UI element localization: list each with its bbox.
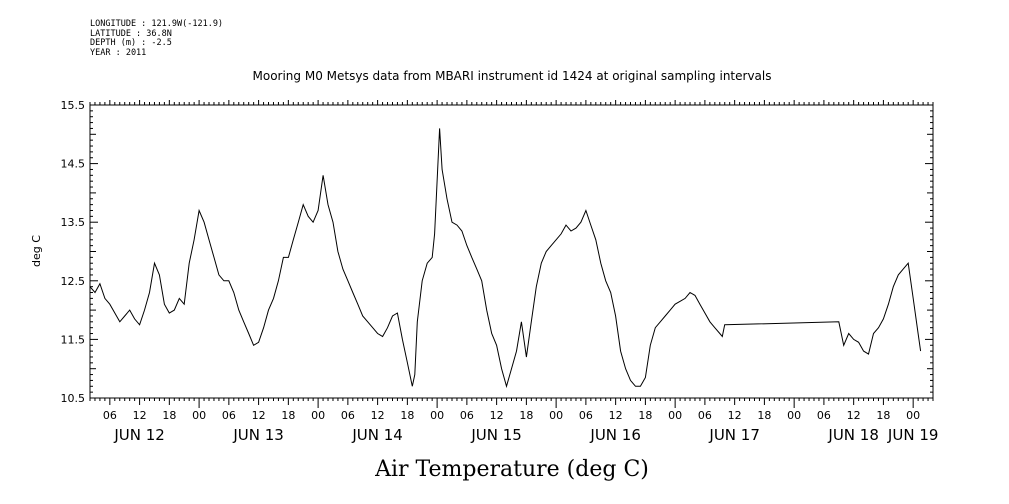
chart-title: Mooring M0 Metsys data from MBARI instru… [253, 69, 772, 83]
y-tick-label: 15.5 [61, 99, 86, 112]
longitude-text: LONGITUDE : 121.9W(-121.9) [90, 19, 224, 29]
y-tick-label: 13.5 [61, 216, 86, 229]
x-hour-label: 18 [757, 409, 771, 422]
x-hour-label: 18 [638, 409, 652, 422]
x-hour-label: 06 [222, 409, 236, 422]
x-hour-label: 12 [490, 409, 504, 422]
x-axis-label: Air Temperature (deg C) [374, 457, 649, 482]
x-hour-label: 00 [311, 409, 325, 422]
x-day-label: JUN 15 [470, 426, 521, 444]
x-hour-label: 06 [579, 409, 593, 422]
x-day-label: JUN 19 [887, 426, 938, 444]
x-day-label: JUN 12 [113, 426, 164, 444]
x-hour-label: 12 [609, 409, 623, 422]
x-hour-label: 18 [519, 409, 533, 422]
latitude-text: LATITUDE : 36.8N [90, 28, 172, 39]
x-hour-label: 00 [549, 409, 563, 422]
y-tick-label: 11.5 [61, 333, 86, 346]
x-hour-label: 00 [787, 409, 801, 422]
x-hour-label: 00 [906, 409, 920, 422]
plot-frame [89, 104, 934, 399]
x-day-label: JUN 17 [708, 426, 759, 444]
x-day-label: JUN 16 [589, 426, 640, 444]
x-hour-label: 00 [192, 409, 206, 422]
x-hour-label: 06 [698, 409, 712, 422]
x-hour-label: 06 [103, 409, 117, 422]
depth-text: DEPTH (m) : -2.5 [90, 38, 172, 48]
x-hour-label: 06 [341, 409, 355, 422]
y-tick-label: 10.5 [61, 392, 86, 405]
x-hour-label: 12 [728, 409, 742, 422]
air-temperature-series-line [89, 128, 922, 389]
x-hour-label: 06 [460, 409, 474, 422]
y-axis-ticks: 10.5 11.5 12.5 13.5 14.5 15.5 [61, 99, 933, 405]
x-hour-label: 18 [876, 409, 890, 422]
x-hour-label: 12 [371, 409, 385, 422]
metadata-block: LONGITUDE : 121.9W(-121.9) LATITUDE : 36… [90, 19, 224, 58]
x-hour-label: 06 [817, 409, 831, 422]
x-day-label: JUN 13 [232, 426, 283, 444]
x-day-label: JUN 14 [351, 426, 402, 444]
x-hour-label: 12 [133, 409, 147, 422]
y-tick-label: 12.5 [61, 275, 86, 288]
year-text: YEAR : 2011 [90, 47, 147, 58]
x-hour-label: 18 [281, 409, 295, 422]
x-hour-label: 12 [847, 409, 861, 422]
x-hour-label: 00 [430, 409, 444, 422]
x-axis-ticks: 06 12 18 00 06 12 18 00 06 12 18 00 06 12 18 00 06 12 18 00… [89, 100, 938, 444]
x-hour-label: 18 [162, 409, 176, 422]
x-hour-label: 12 [252, 409, 266, 422]
y-tick-label: 14.5 [61, 158, 86, 171]
x-hour-label: 18 [400, 409, 414, 422]
x-day-label: JUN 18 [827, 426, 878, 444]
x-hour-label: 00 [668, 409, 682, 422]
y-axis-label: deg C [30, 235, 43, 267]
